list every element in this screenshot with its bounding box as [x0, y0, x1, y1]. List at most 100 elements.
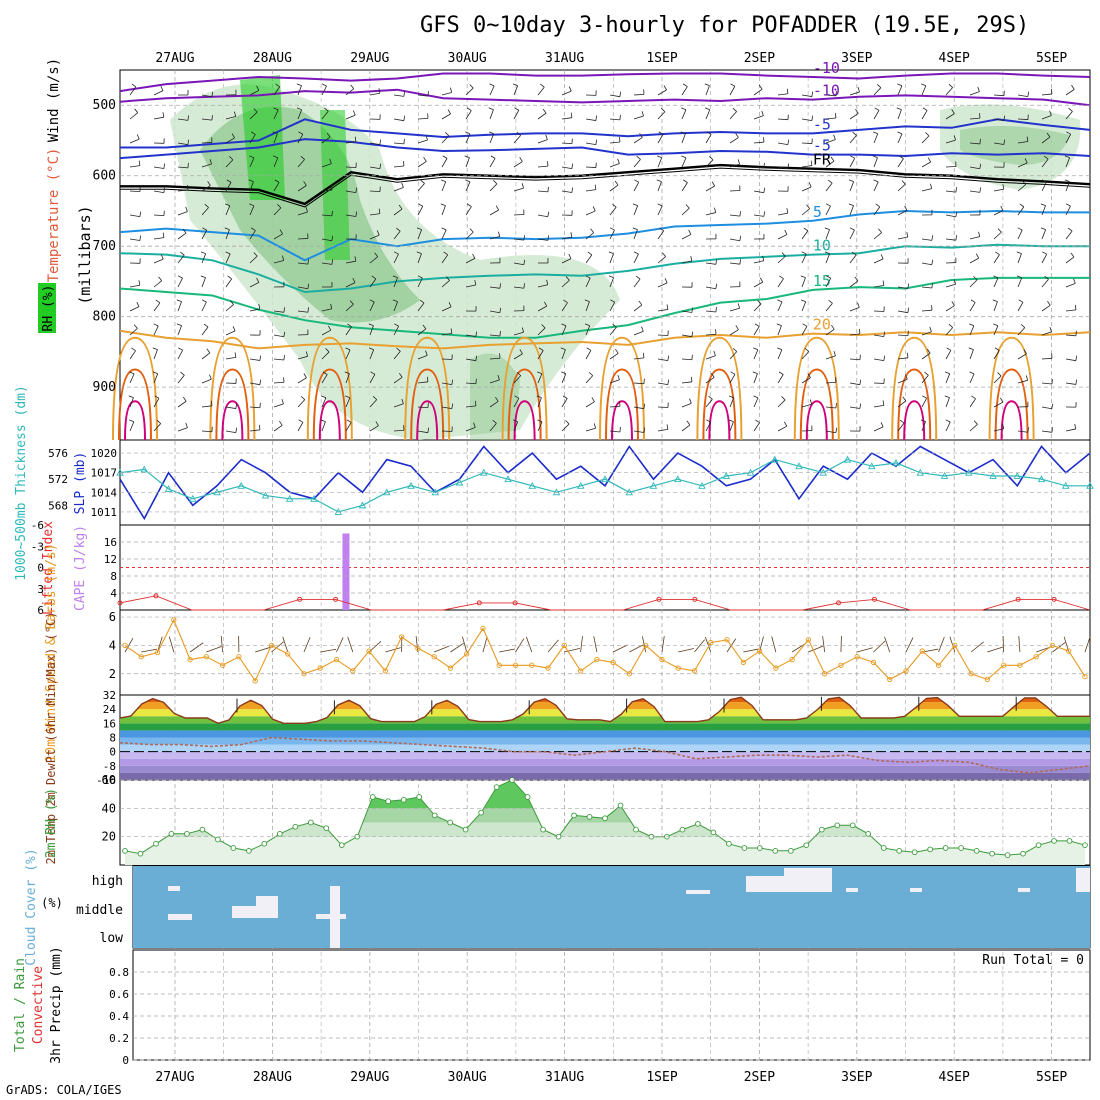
wind-barb	[729, 111, 737, 120]
wind-barb-flag	[571, 163, 574, 169]
date-label-bottom: 1SEP	[646, 1070, 677, 1085]
wind-barb-flag	[706, 131, 712, 135]
wind-barb-flag	[711, 372, 715, 378]
date-label-top: 27AUG	[155, 51, 194, 66]
wind-barb-flag	[450, 328, 453, 334]
wind-barb	[345, 373, 350, 384]
wind-barb-flag	[328, 325, 332, 331]
wind-barb-flag	[848, 203, 854, 207]
wind10m-speed-marker	[398, 634, 405, 640]
wind-barb-flag	[921, 83, 926, 87]
wind-barb	[801, 377, 811, 384]
wind-barb	[657, 429, 668, 432]
wind-barb-flag	[224, 227, 230, 230]
wind-barb-flag	[807, 373, 811, 378]
wind-barb	[753, 326, 760, 336]
wind-barb	[945, 113, 955, 120]
wind-barb-flag	[401, 398, 404, 404]
wind-barb	[753, 88, 763, 96]
wind-barb-flag	[907, 307, 910, 313]
wind-barb-flag	[346, 419, 352, 423]
wind-barb-flag	[857, 87, 860, 93]
wind-barb-flag	[585, 275, 591, 279]
wind-barb	[537, 327, 546, 336]
wind-barb-flag	[848, 179, 854, 183]
pressure-tick-label: 600	[93, 169, 116, 184]
isotherm-line	[119, 209, 1090, 262]
wind-barb	[561, 90, 572, 96]
thickness-line	[119, 458, 1090, 513]
wind-barb-flag	[691, 307, 694, 313]
rh-shading	[170, 75, 1081, 441]
wind-barb	[369, 142, 380, 145]
wind-barb	[345, 282, 356, 288]
wind-barb	[201, 185, 211, 192]
wind-barb	[657, 282, 668, 288]
wind10m-barb	[771, 636, 777, 653]
isotherm-label: -5	[813, 137, 831, 155]
wind-barb	[153, 280, 163, 288]
rh2m-marker	[880, 845, 887, 851]
wind10m-speed-marker	[773, 665, 779, 671]
wind-barb	[393, 165, 404, 168]
thickness-marker	[892, 458, 900, 466]
wind-barb	[177, 232, 187, 240]
wind-barb-flag	[568, 86, 572, 92]
wind10m-speed-marker	[691, 668, 698, 674]
surface-isotherm-loop	[221, 400, 244, 441]
wind-barb-flag	[209, 374, 212, 380]
wind-barb	[1017, 253, 1022, 264]
wind-barb	[849, 358, 861, 361]
wind-barb-flag	[973, 420, 978, 425]
cape-tick-label: 12	[104, 553, 117, 566]
date-label-top: 29AUG	[350, 51, 389, 66]
wind-barb	[897, 286, 908, 289]
wind-barb	[993, 254, 1000, 264]
wind-barb	[849, 91, 860, 96]
wind-barb-flag	[466, 107, 472, 111]
wind-barb	[465, 181, 471, 192]
surface-isotherm-loop	[118, 368, 152, 441]
wind-barb	[489, 400, 499, 408]
wind-barb	[225, 116, 236, 120]
wind-barb-flag	[403, 91, 406, 97]
date-label-top: 31AUG	[545, 51, 584, 66]
wind-barb	[825, 160, 835, 168]
wind-barb-flag	[777, 299, 783, 303]
wind-barb-flag	[279, 420, 283, 426]
wind-barb-flag	[590, 228, 595, 233]
wind-barb	[921, 397, 927, 408]
slp-tick-label: 1020	[91, 447, 118, 460]
cloud-tick-label: high	[92, 874, 123, 889]
wind-barb	[1017, 327, 1026, 336]
wind-barb	[561, 423, 570, 432]
wind-barb	[513, 85, 519, 96]
wind10m-speed-marker	[512, 662, 519, 668]
wind-barb-flag	[495, 396, 499, 402]
wind-barb-flag	[873, 179, 879, 183]
wind10m-barb	[434, 645, 450, 653]
wind-barb-flag	[379, 139, 382, 145]
wind-barb	[585, 277, 591, 288]
wind10m-barb	[462, 636, 468, 653]
wind-barb-flag	[1051, 379, 1053, 385]
wind10m-speed-marker	[903, 668, 909, 674]
wind10m-barb	[1018, 636, 1021, 653]
wind-barb	[153, 90, 164, 96]
wind-barb-flag	[1047, 300, 1051, 306]
wind-barb	[441, 92, 452, 96]
wind10m-barb	[987, 646, 1003, 653]
wind-barb	[945, 305, 955, 312]
wind10m-barb	[450, 642, 464, 653]
wind-barb-flag	[944, 371, 950, 375]
wind-barb-flag	[810, 160, 813, 166]
wind-barb-flag	[225, 203, 230, 207]
wind-barb-flag	[875, 203, 881, 208]
wind-barb-flag	[778, 371, 784, 375]
thickness-marker	[649, 481, 658, 489]
wind-barb-flag	[355, 211, 358, 217]
wind-barb	[585, 427, 596, 432]
wind-barb-flag	[955, 211, 958, 217]
wind10m-barb	[580, 636, 583, 653]
wind-barb	[873, 334, 884, 337]
